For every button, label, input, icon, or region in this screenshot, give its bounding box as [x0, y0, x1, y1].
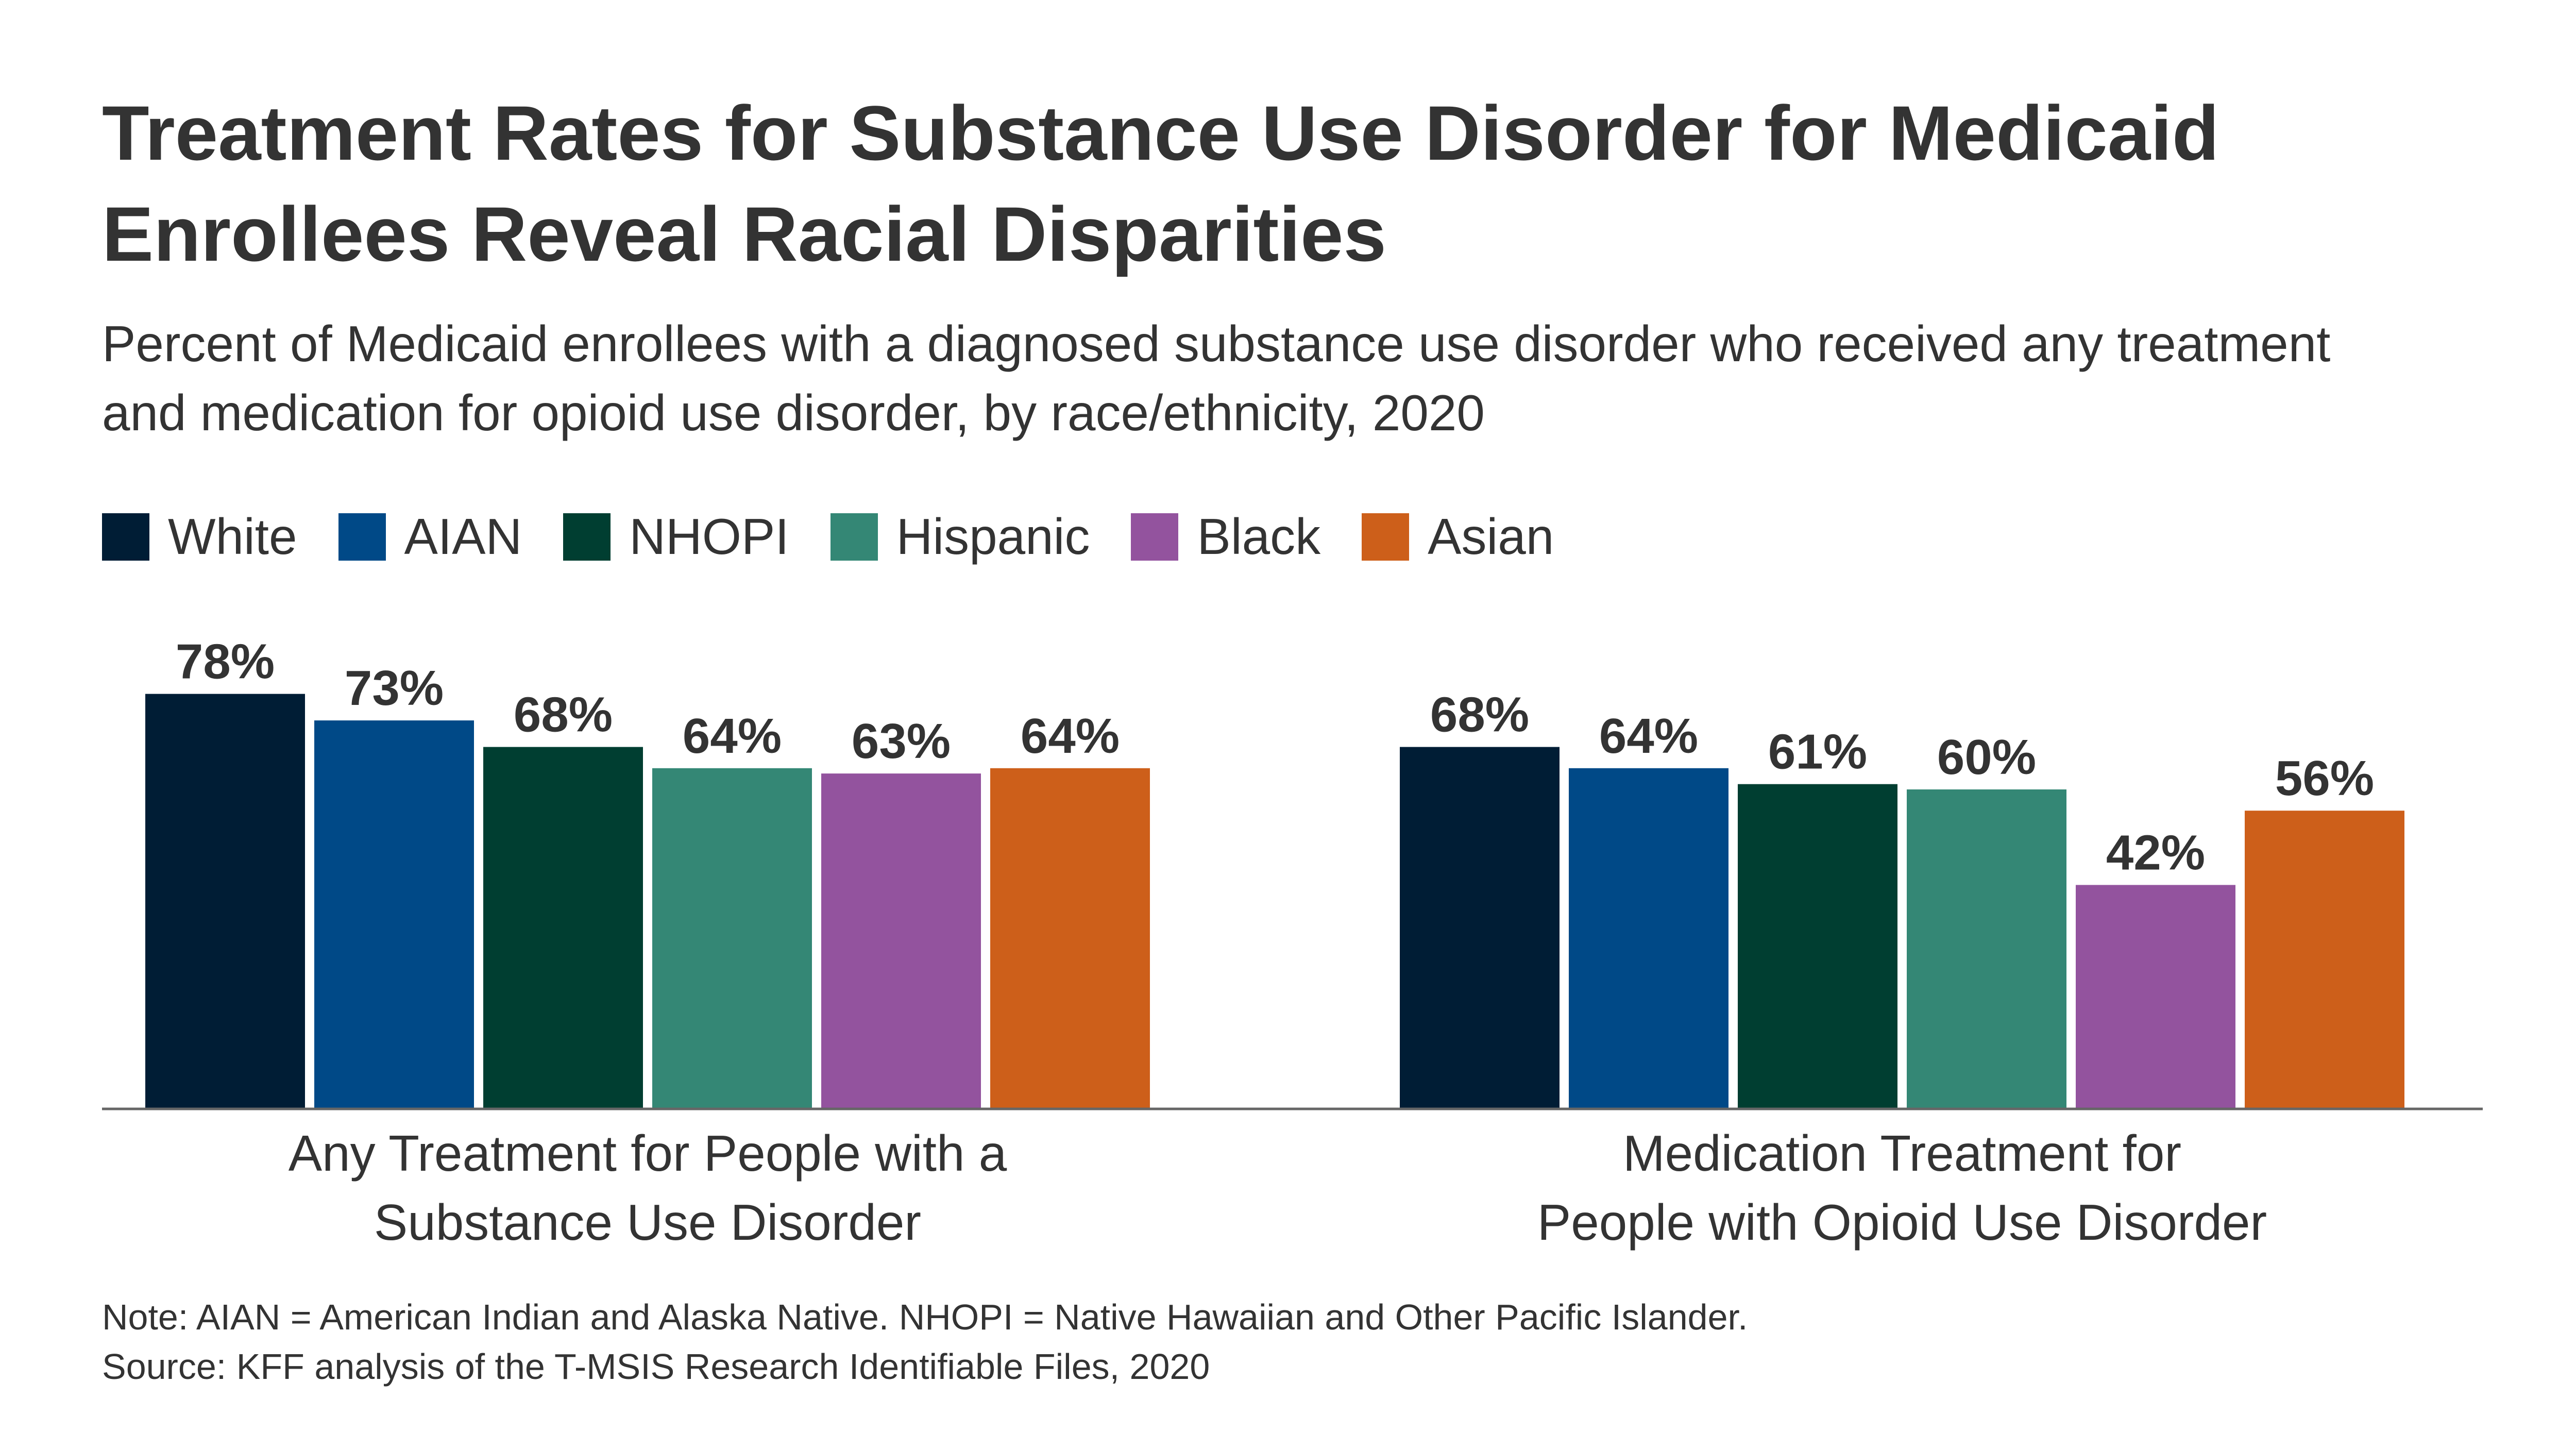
chart-subtitle: Percent of Medicaid enrollees with a dia… [102, 315, 2331, 441]
data-label: 64% [1599, 709, 1698, 764]
category-label: Medication Treatment for [1623, 1125, 2181, 1182]
data-label: 68% [1430, 687, 1529, 743]
bar-white [1400, 747, 1560, 1108]
category-label: People with Opioid Use Disorder [1537, 1194, 2267, 1251]
legend-label: White [168, 508, 297, 565]
data-label: 60% [1937, 730, 2036, 785]
bar-hispanic [652, 768, 812, 1108]
data-label: 73% [345, 661, 444, 716]
bar-nhopi [1738, 784, 1897, 1108]
bar-hispanic [1907, 789, 2066, 1108]
legend-item-black: Black [1131, 508, 1320, 566]
data-label: 61% [1768, 724, 1867, 780]
source-text: Source: KFF analysis of the T-MSIS Resea… [102, 1346, 1210, 1387]
legend-item-hispanic: Hispanic [830, 508, 1090, 566]
bar-asian [990, 768, 1150, 1108]
legend-swatch [1362, 513, 1410, 561]
category-label: Substance Use Disorder [374, 1194, 921, 1251]
legend-swatch [102, 513, 149, 561]
legend-item-white: White [102, 508, 297, 566]
bar-black [821, 773, 981, 1108]
legend-item-nhopi: NHOPI [563, 508, 789, 566]
legend-label: Black [1197, 508, 1321, 565]
bar-aian [1569, 768, 1728, 1108]
data-label: 42% [2106, 825, 2205, 880]
legend-swatch [338, 513, 386, 561]
chart-title: Treatment Rates for Substance Use Disord… [102, 90, 2219, 277]
legend-item-asian: Asian [1362, 508, 1554, 566]
bar-aian [314, 720, 474, 1108]
data-label: 64% [683, 709, 782, 764]
legend-label: NHOPI [629, 508, 789, 565]
data-label: 64% [1021, 709, 1120, 764]
legend: White AIAN NHOPI Hispanic Black Asian [102, 508, 1595, 566]
legend-swatch [563, 513, 611, 561]
data-label: 63% [852, 714, 951, 769]
legend-label: Asian [1428, 508, 1554, 565]
bar-nhopi [483, 747, 643, 1108]
footnotes: Note: AIAN = American Indian and Alaska … [102, 1292, 1748, 1391]
note-text: Note: AIAN = American Indian and Alaska … [102, 1297, 1748, 1337]
bar-white [145, 694, 305, 1108]
legend-label: AIAN [404, 508, 522, 565]
legend-item-aian: AIAN [338, 508, 522, 566]
legend-label: Hispanic [896, 508, 1090, 565]
data-label: 68% [514, 687, 613, 743]
bar-asian [2245, 811, 2404, 1108]
data-label: 56% [2275, 751, 2374, 806]
bar-black [2076, 885, 2235, 1108]
category-label: Any Treatment for People with a [289, 1125, 1007, 1182]
legend-swatch [1131, 513, 1179, 561]
data-label: 78% [176, 634, 275, 689]
legend-swatch [830, 513, 878, 561]
